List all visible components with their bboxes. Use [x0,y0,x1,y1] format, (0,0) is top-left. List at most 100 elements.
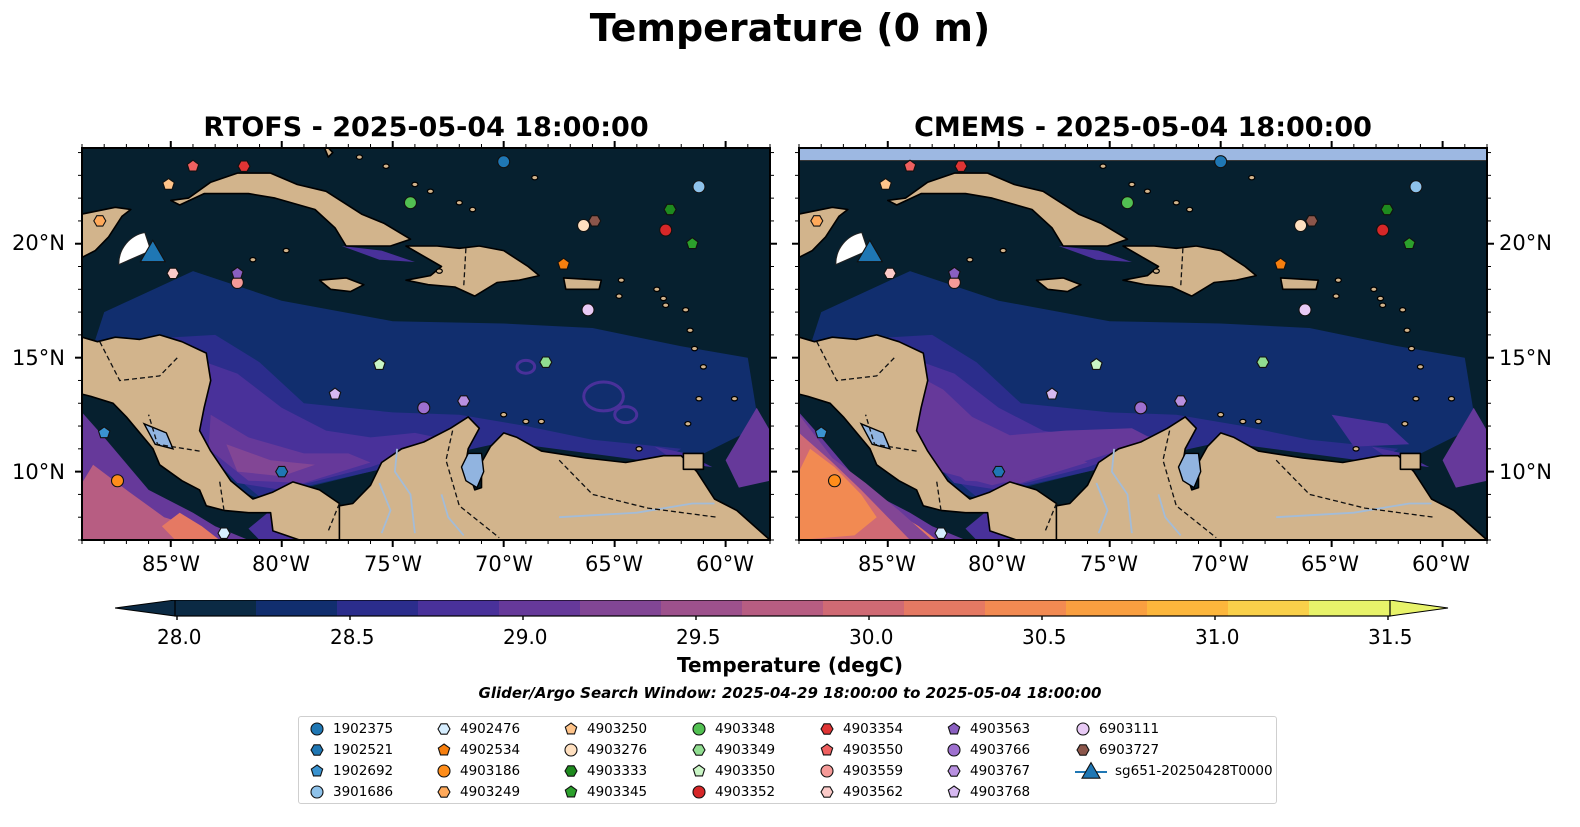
island [615,293,623,299]
float-marker-4903250 [879,177,892,190]
figure-title: Temperature (0 m) [589,6,991,50]
hispaniola-land [405,245,541,297]
lon-tick-label: 75°W [1080,552,1138,576]
colorbar-segment [1228,600,1310,616]
island [1254,418,1263,425]
temperature-contour [905,369,1155,486]
float-legend-icon [310,764,324,777]
lat-tick-label: 20°N [12,231,65,255]
float-marker-6903727 [588,215,602,227]
legend-label: 4903562 [843,784,904,800]
hexagon-icon [692,744,706,756]
lon-tick-label: 80°W [968,552,1026,576]
float-marker-4903249 [93,215,107,227]
island [282,247,290,254]
lon-tick-label: 65°W [1301,552,1359,576]
legend-item: 1902375 [309,719,393,739]
map-panel-rtofs[interactable] [75,141,777,547]
legend-item: 4903348 [691,719,775,739]
float-marker-4903550 [186,159,200,172]
float-marker-4903349 [539,356,553,368]
colorbar-tick-label: 29.0 [503,625,548,649]
legend-item: 4903562 [819,782,903,802]
glider-marker [139,239,167,263]
hexagon-icon [1076,744,1090,756]
float-marker-4903354 [237,160,251,172]
float-marker-4902476 [934,527,948,539]
colorbar-extend-high [1389,600,1449,617]
float-legend-icon [1076,744,1090,756]
legend-item: 4903349 [691,740,775,760]
legend-item: 4903352 [691,782,775,802]
island [1128,181,1136,188]
panel-title-rtofs: RTOFS - 2025-05-04 18:00:00 [203,112,649,143]
float-marker-1902692 [814,426,828,439]
island [1376,295,1385,302]
hexagon-icon [310,744,324,756]
island [1399,307,1407,313]
island [695,395,703,402]
map-canvas [75,141,777,547]
circle-icon [437,764,451,778]
float-marker-4903349 [1256,356,1270,368]
float-legend-icon [564,722,578,735]
triangle-icon [1081,761,1101,779]
legend-label: 4902476 [460,721,521,737]
lat-tick-label: 20°N [1499,231,1552,255]
central-america-land [799,334,1060,540]
island [1370,286,1378,293]
island [1407,345,1416,352]
legend-label: 4903186 [460,763,521,779]
legend-label: 4903250 [587,721,648,737]
country-border [816,341,895,382]
island [1186,206,1194,213]
country-border [935,480,942,511]
legend-label: 4903563 [970,721,1031,737]
float-marker-4903276 [1294,218,1308,233]
glider-track-wedge [835,231,869,266]
colorbar-segment [337,600,419,616]
island [1352,446,1360,452]
legend-label: 6903727 [1099,742,1160,758]
pentagon-icon [820,743,834,756]
legend-label: 4903354 [843,721,904,737]
legend-label: 4903766 [970,742,1031,758]
legend-item: 1902521 [309,740,393,760]
island [1099,163,1107,170]
float-marker-4903250 [162,177,175,190]
lake-nicaragua [859,422,892,450]
float-marker-4903333 [1380,203,1394,216]
legend-label: 1902375 [333,721,394,737]
float-marker-4903562 [883,267,897,280]
temperature-contour [226,444,315,477]
country-border [99,341,178,382]
float-marker-4903345 [1402,237,1416,250]
legend-item: 1902692 [309,761,393,781]
lake-nicaragua [142,422,175,450]
legend-item: 4903249 [436,782,520,802]
island [966,256,974,263]
colorbar-segment [499,600,581,616]
float-marker-4903350 [373,357,386,370]
legend-label: 4903350 [715,763,776,779]
no-data-band [799,148,1487,162]
float-legend-icon [947,722,961,735]
temperature-contour [1442,407,1487,488]
lon-tick-label: 70°W [1191,552,1249,576]
legend-label: 4903276 [587,742,648,758]
float-marker-4903767 [457,395,471,407]
map-panel-cmems[interactable] [792,141,1494,547]
pentagon-icon [564,722,578,735]
island [730,395,739,402]
colorbar-segment [1066,600,1148,616]
colorbar-segment [1309,600,1391,616]
hexagon-icon [564,765,578,777]
float-marker-4903333 [663,203,677,216]
float-marker-4903767 [1174,395,1188,407]
island [1416,363,1425,370]
legend-item: 6903111 [1075,719,1159,739]
legend-item: sg651-20250428T0000 [1075,761,1273,781]
island [355,154,364,160]
legend-item: 4903550 [819,740,903,760]
legend-label: 1902692 [333,763,394,779]
